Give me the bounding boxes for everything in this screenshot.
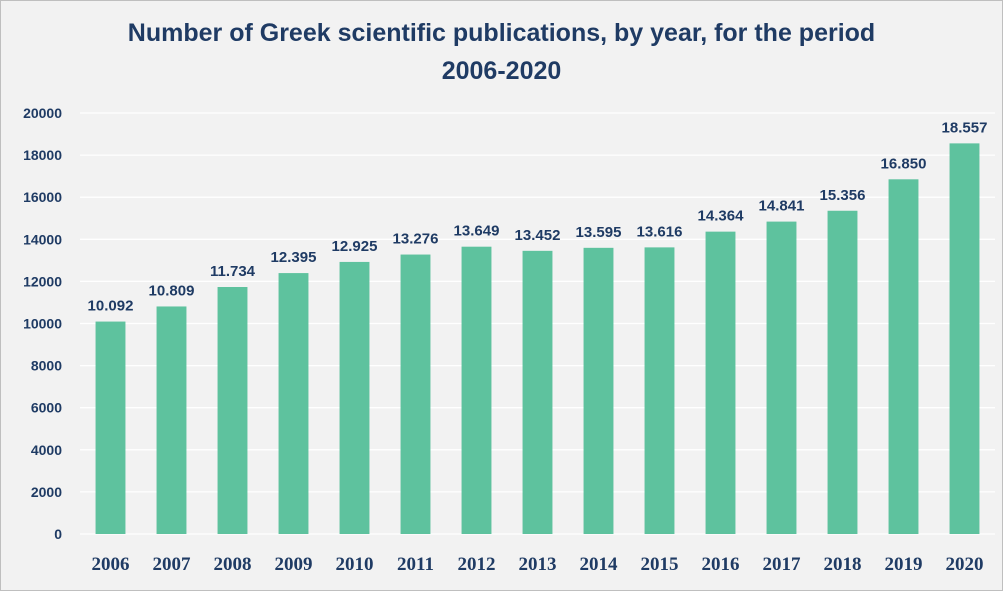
bar <box>400 254 431 534</box>
bar <box>156 306 187 534</box>
x-tick-label: 2009 <box>275 554 313 575</box>
y-tick-label: 0 <box>54 526 62 542</box>
data-label: 11.734 <box>210 263 256 280</box>
bar <box>766 221 797 534</box>
x-tick-label: 2008 <box>214 554 252 575</box>
data-label: 14.364 <box>698 208 745 225</box>
data-label: 16.850 <box>881 155 927 172</box>
bar <box>461 246 492 535</box>
y-tick-label: 12000 <box>23 273 62 289</box>
bar <box>339 261 370 534</box>
y-tick-label: 2000 <box>31 484 62 500</box>
y-tick-label: 8000 <box>31 358 62 374</box>
y-tick-label: 4000 <box>31 442 62 458</box>
y-tick-label: 10000 <box>23 316 62 332</box>
chart-title: Number of Greek scientific publications,… <box>0 14 1003 90</box>
data-label: 13.616 <box>637 223 683 240</box>
x-tick-label: 2006 <box>92 554 130 575</box>
bar <box>644 247 675 535</box>
x-tick-label: 2016 <box>702 554 740 575</box>
x-tick-label: 2010 <box>336 554 374 575</box>
x-tick-label: 2014 <box>580 554 619 575</box>
data-label: 18.557 <box>942 119 988 136</box>
data-label: 10.809 <box>149 282 195 299</box>
bar <box>522 250 553 535</box>
x-tick-label: 2013 <box>519 554 557 575</box>
x-tick-label: 2012 <box>458 554 496 575</box>
data-labels: 10.092 10.809 11.734 12.395 12.925 13.276 13.6… <box>88 119 988 314</box>
y-tick-label: 14000 <box>23 231 62 247</box>
data-label: 13.649 <box>454 223 500 240</box>
y-tick-label: 20000 <box>23 105 62 121</box>
data-label: 14.841 <box>759 198 805 215</box>
bar <box>949 143 980 534</box>
y-tick-label: 16000 <box>23 189 62 205</box>
bar <box>95 321 126 534</box>
data-label: 13.595 <box>576 224 622 241</box>
bar <box>827 210 858 534</box>
x-tick-label: 2020 <box>946 554 984 575</box>
bar <box>583 247 614 534</box>
data-label: 10.092 <box>88 298 134 315</box>
y-tick-label: 18000 <box>23 147 62 163</box>
x-tick-label: 2017 <box>763 554 802 575</box>
data-label: 13.276 <box>393 231 439 248</box>
x-tick-label: 2011 <box>397 554 434 575</box>
x-tick-label: 2015 <box>641 554 679 575</box>
bar <box>278 273 309 534</box>
bar <box>217 286 248 534</box>
bar <box>705 231 736 534</box>
bar <box>888 179 919 534</box>
chart-title-line-1: Number of Greek scientific publications,… <box>127 19 876 47</box>
chart-title-line-2: 2006-2020 <box>441 57 562 85</box>
x-tick-label: 2018 <box>824 554 862 575</box>
y-axis-ticks: 0 2000 4000 6000 8000 10000 12000 14000 16000 180… <box>23 105 62 542</box>
data-label: 15.356 <box>820 187 866 204</box>
x-tick-label: 2007 <box>153 554 192 575</box>
data-label: 13.452 <box>515 227 561 244</box>
y-tick-label: 6000 <box>31 400 62 416</box>
data-label: 12.925 <box>332 238 378 255</box>
data-label: 12.395 <box>271 249 317 266</box>
x-axis-ticks: 2006 2007 2008 2009 2010 2011 2012 2013 2014 2015… <box>92 554 984 575</box>
x-tick-label: 2019 <box>885 554 923 575</box>
bars <box>95 143 980 535</box>
